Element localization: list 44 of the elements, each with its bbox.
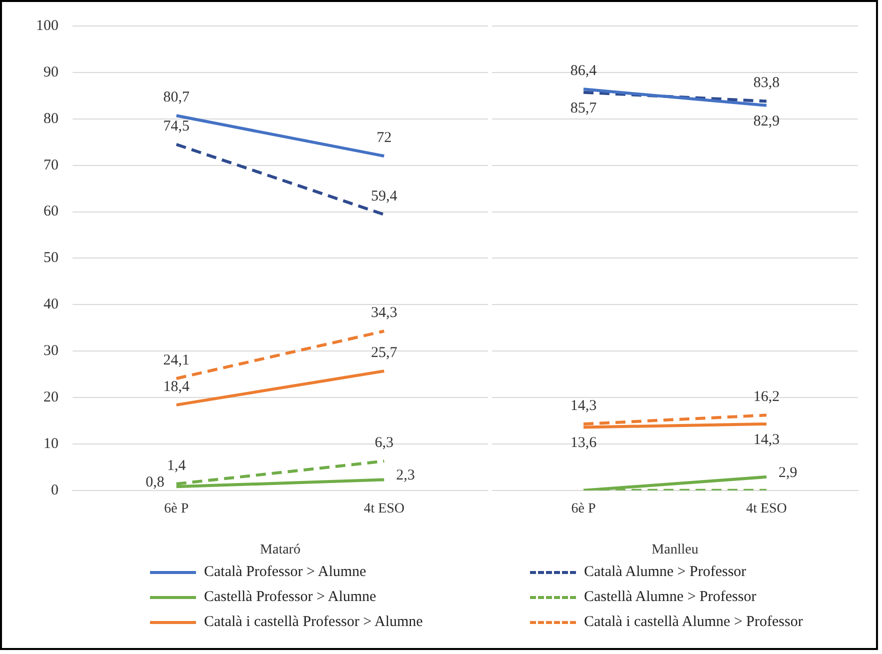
x-tick-label: 6è P: [571, 501, 596, 516]
y-tick-label: 30: [44, 343, 58, 360]
data-label: 80,7: [163, 90, 190, 106]
data-label: 59,4: [371, 188, 398, 204]
data-label: 2,3: [396, 468, 415, 484]
y-tick-label: 20: [44, 389, 58, 406]
data-label: 0,8: [146, 474, 164, 491]
data-label: 13,6: [570, 435, 598, 452]
data-label: 1,4: [167, 458, 186, 474]
data-label: 72: [376, 130, 392, 146]
data-label: 16,2: [753, 389, 780, 406]
y-tick-label: 50: [44, 250, 58, 266]
legend-label: Castellà Alumne > Professor: [584, 589, 756, 606]
y-tick-label: 80: [44, 110, 58, 127]
data-label: 14,3: [570, 398, 597, 414]
legend-label: Català i castellà Professor > Alumne: [204, 614, 423, 631]
y-tick-label: 60: [44, 204, 58, 220]
data-label: 34,3: [371, 305, 398, 322]
legend-label: Català Professor > Alumne: [204, 564, 366, 581]
data-label: 85,7: [570, 100, 598, 116]
data-label: 25,7: [371, 344, 398, 361]
x-axis-title: Mataró: [260, 542, 300, 558]
data-label: 2,9: [778, 464, 798, 481]
y-tick-label: 70: [44, 157, 58, 174]
y-tick-label: 40: [44, 296, 58, 313]
x-tick-label: 4t ESO: [364, 501, 405, 516]
y-tick-label: 100: [36, 18, 58, 34]
x-tick-label: 6è P: [164, 501, 189, 516]
legend-label: Castellà Professor > Alumne: [204, 589, 376, 606]
x-axis-title: Manlleu: [652, 542, 698, 558]
y-tick-label: 10: [44, 436, 58, 452]
y-tick-label: 0: [51, 482, 58, 498]
data-label: 74,5: [163, 118, 190, 134]
data-label: 18,4: [163, 378, 190, 395]
legend-label: Català Alumne > Professor: [584, 564, 746, 581]
data-label: 86,4: [570, 63, 598, 80]
legend-label: Català i castellà Alumne > Professor: [584, 614, 803, 631]
data-label: 24,1: [163, 352, 190, 368]
data-label: 82,9: [753, 113, 780, 130]
y-tick-label: 90: [44, 64, 58, 80]
data-label: 83,8: [753, 75, 780, 92]
data-label: 6,3: [374, 435, 394, 452]
x-tick-label: 4t ESO: [746, 501, 787, 516]
data-label: 14,3: [753, 432, 780, 448]
